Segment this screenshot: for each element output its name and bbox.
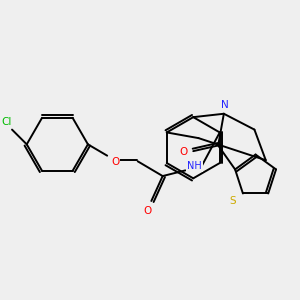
Text: Cl: Cl xyxy=(1,117,11,127)
Text: O: O xyxy=(111,158,119,167)
Text: NH: NH xyxy=(187,161,202,171)
Text: N: N xyxy=(221,100,229,110)
Text: O: O xyxy=(179,147,187,157)
Text: O: O xyxy=(144,206,152,216)
Text: S: S xyxy=(230,196,236,206)
